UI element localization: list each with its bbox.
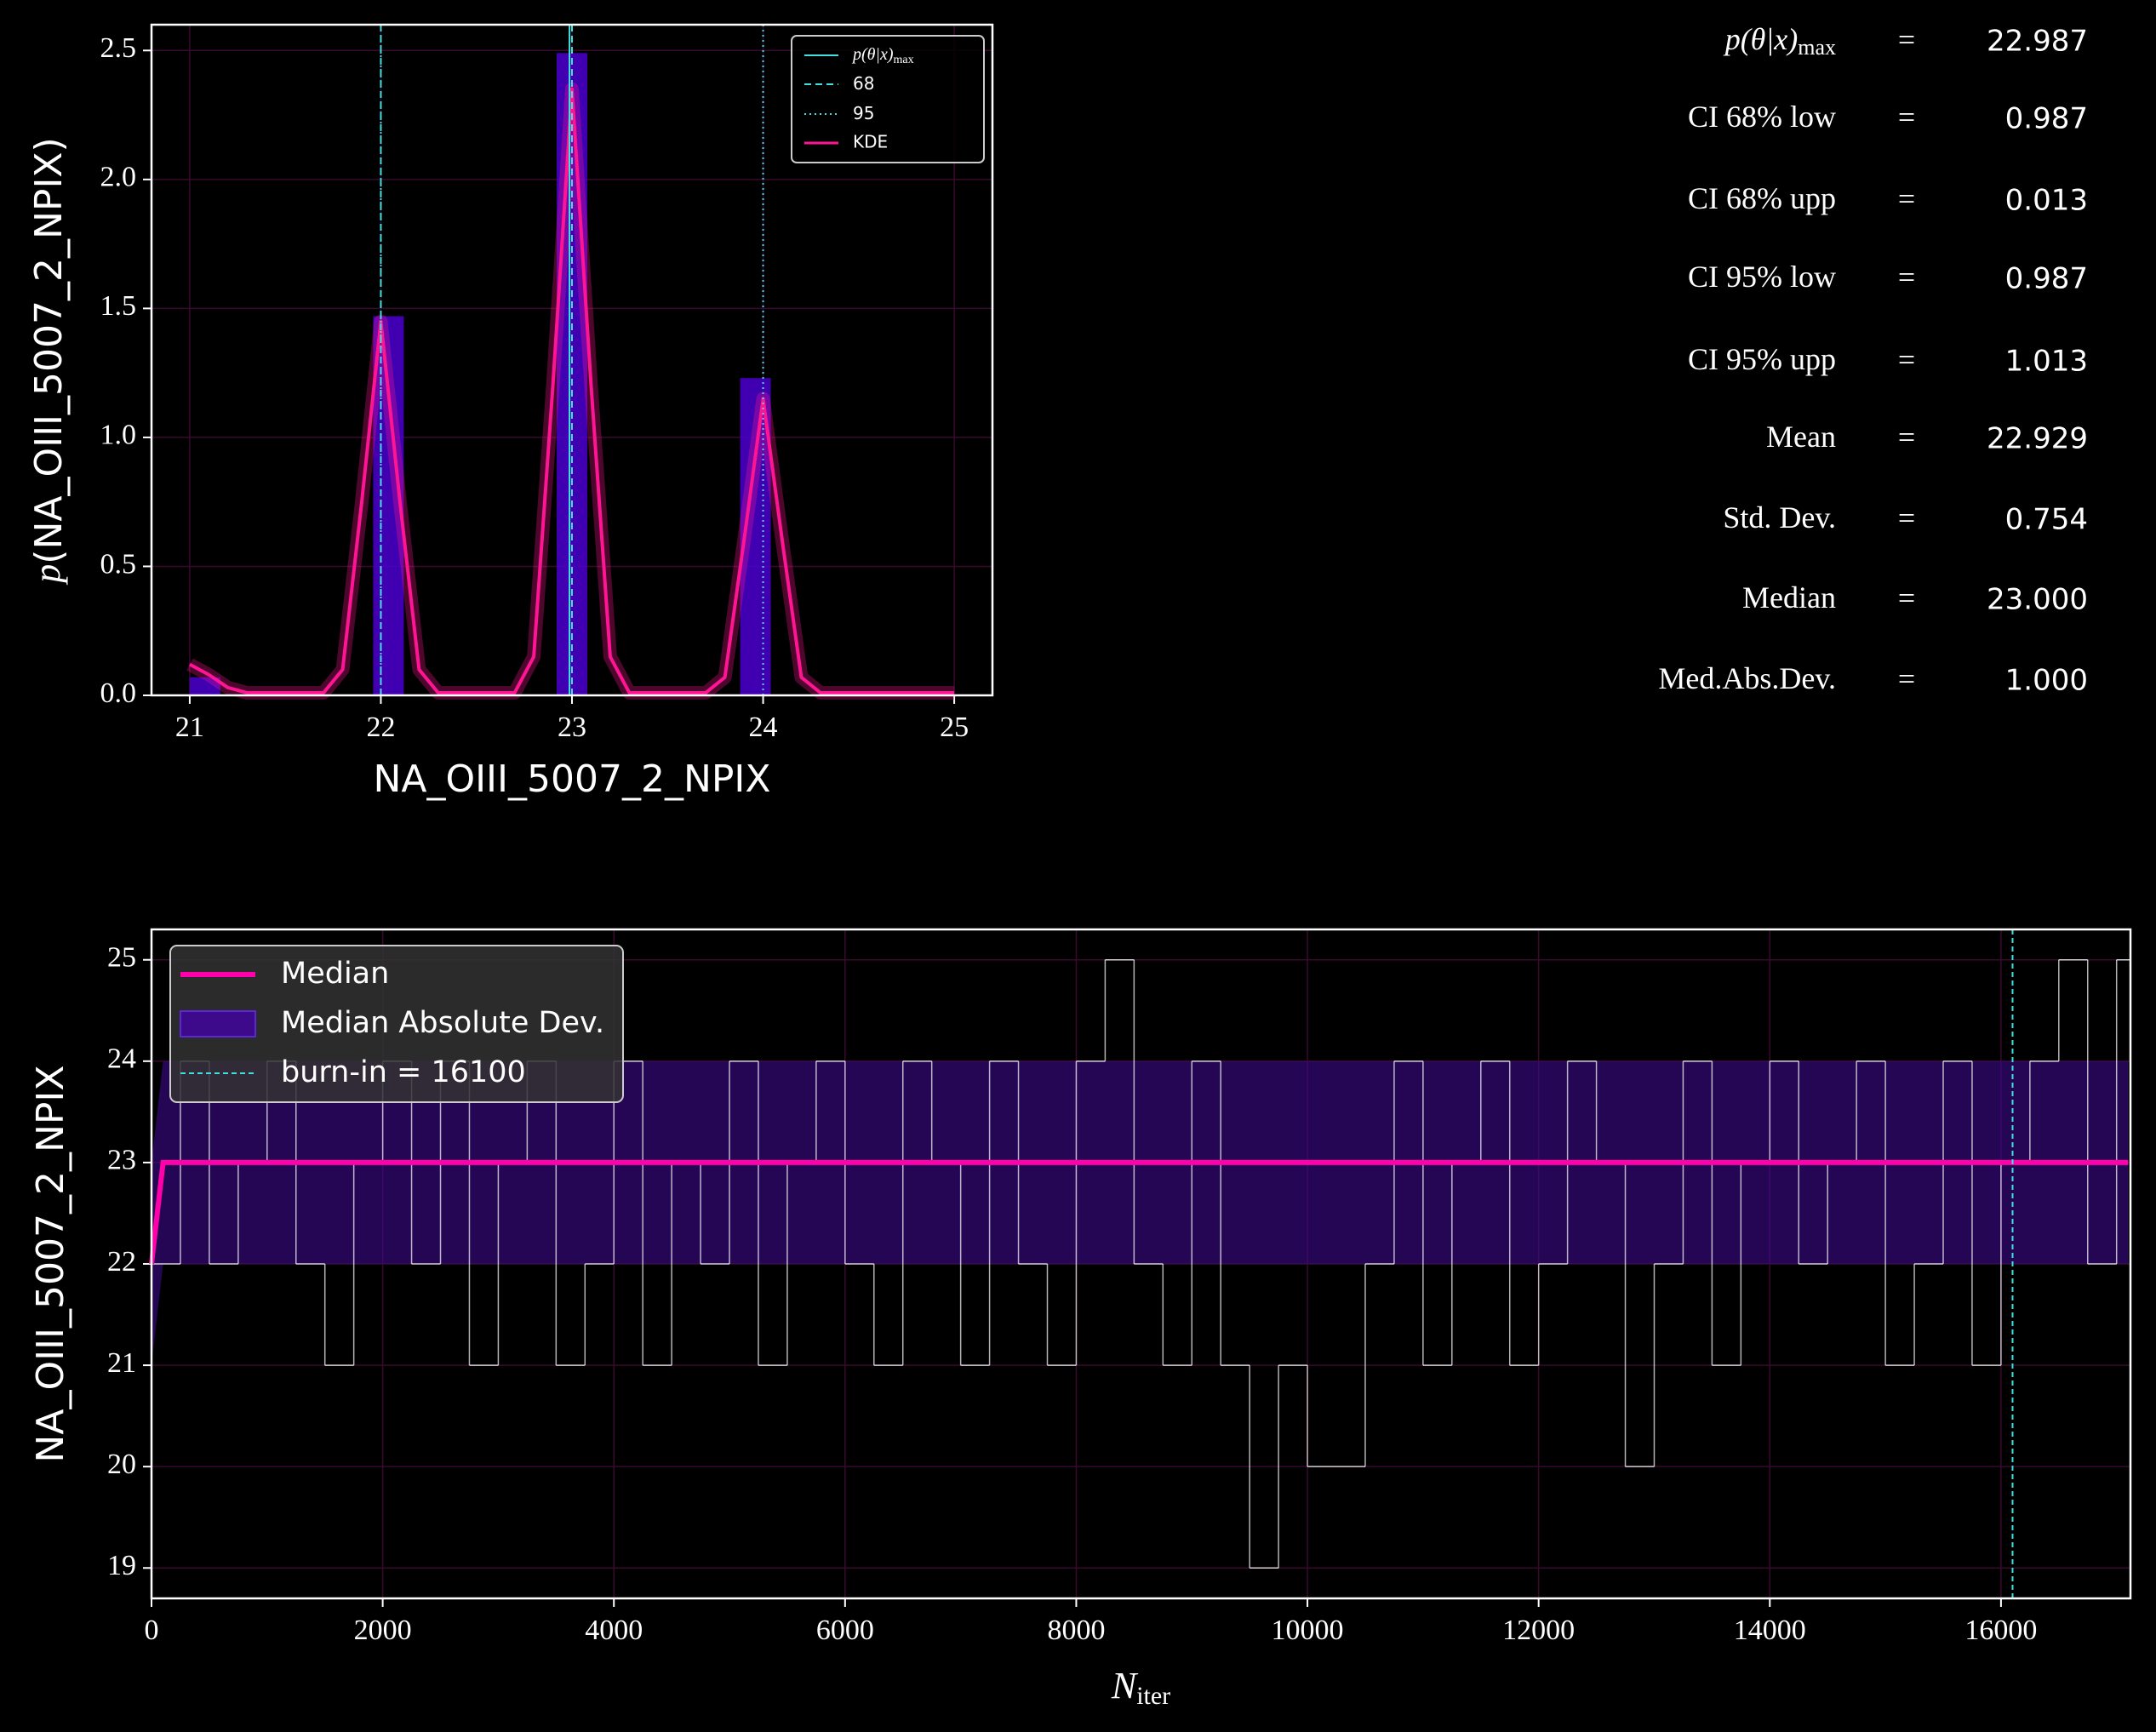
legend-label-text: p(θ|x) — [851, 45, 894, 64]
stat-value: 0.754 — [2005, 503, 2088, 537]
legend-label: 95 — [853, 103, 874, 123]
stat-value: 1.013 — [2005, 345, 2088, 379]
x-tick-label: 22 — [366, 712, 395, 743]
stat-label-text: CI 68% low — [1688, 100, 1836, 134]
legend-label-sub: max — [894, 54, 914, 66]
legend-label: Median Absolute Dev. — [281, 1006, 604, 1040]
stat-equals: = — [1898, 260, 1915, 294]
stat-equals: = — [1898, 181, 1915, 215]
stat-label: CI 95% upp — [1688, 342, 1836, 376]
y-tick-label: 25 — [107, 942, 136, 974]
stat-label-sub: max — [1798, 35, 1836, 60]
legend-label: 68 — [853, 73, 874, 94]
y-axis-label-text: (NA_OIII_5007_2_NPIX) — [27, 137, 71, 563]
y-tick-label: 20 — [107, 1449, 136, 1480]
axes-frame — [150, 928, 2132, 1600]
stat-label-text: Med.Abs.Dev. — [1658, 661, 1836, 695]
x-tick-label: 24 — [749, 712, 778, 743]
legend-label: burn-in = 16100 — [281, 1055, 526, 1089]
y-tick-label: 0.5 — [100, 548, 137, 580]
legend-label-text: 68 — [853, 73, 874, 94]
mad-band — [152, 1060, 2129, 1366]
stat-equals: = — [1898, 661, 1915, 695]
x-tick-label: 4000 — [585, 1615, 643, 1646]
stat-value: 22.987 — [1987, 25, 2088, 59]
x-axis-label: NA_OIII_5007_2_NPIX — [373, 757, 770, 801]
stat-label: CI 68% upp — [1688, 181, 1836, 215]
stat-label: CI 95% low — [1688, 260, 1836, 294]
stat-label-text: Mean — [1766, 420, 1836, 454]
stat-label-text: Std. Dev. — [1723, 500, 1836, 534]
stat-label-text: CI 95% low — [1688, 260, 1836, 294]
stat-value: 0.013 — [2005, 184, 2088, 218]
y-tick-label: 2.0 — [100, 162, 137, 193]
stat-label-text: CI 95% upp — [1688, 342, 1836, 376]
stat-equals: = — [1898, 420, 1915, 454]
stat-value: 0.987 — [2005, 262, 2088, 296]
stat-value: 0.987 — [2005, 102, 2088, 136]
stat-label: Med.Abs.Dev. — [1658, 661, 1836, 695]
legend-label: KDE — [853, 132, 888, 152]
legend-swatch — [180, 1010, 256, 1037]
stat-label: Std. Dev. — [1723, 500, 1836, 534]
legend-label: p(θ|x)max — [851, 45, 914, 67]
stat-value: 23.000 — [1987, 583, 2088, 617]
x-tick-label: 12000 — [1502, 1615, 1575, 1646]
legend-box — [791, 35, 985, 163]
stat-equals: = — [1898, 100, 1915, 134]
legend-label: Median — [281, 957, 389, 991]
x-tick-label: 21 — [175, 712, 204, 743]
y-tick-label: 21 — [107, 1347, 136, 1379]
x-tick-label: 8000 — [1047, 1615, 1105, 1646]
stat-label-text: Median — [1742, 580, 1836, 614]
kde-line — [188, 87, 955, 695]
y-tick-label: 19 — [107, 1550, 136, 1581]
y-tick-label: 24 — [107, 1043, 136, 1075]
y-tick-label: 1.0 — [100, 420, 137, 451]
x-tick-label: 2000 — [354, 1615, 412, 1646]
y-axis-label: p(NA_OIII_5007_2_NPIX) — [26, 137, 71, 585]
stat-equals: = — [1898, 22, 1915, 56]
stat-label-text: CI 68% upp — [1688, 181, 1836, 215]
x-axis-label-sub: iter — [1136, 1682, 1170, 1710]
y-axis-label: NA_OIII_5007_2_NPIX — [29, 1065, 72, 1462]
axes-frame — [150, 23, 994, 697]
x-tick-label: 14000 — [1734, 1615, 1806, 1646]
histogram-bar — [189, 677, 220, 695]
legend-box — [169, 945, 624, 1103]
y-tick-label: 1.5 — [100, 290, 137, 322]
stat-label: p(θ|x)max — [1723, 22, 1836, 60]
x-tick-label: 23 — [558, 712, 586, 743]
stat-label: Mean — [1766, 420, 1836, 454]
stat-equals: = — [1898, 342, 1915, 376]
x-axis-label-text: N — [1111, 1665, 1139, 1706]
stat-label-text: p(θ|x) — [1723, 22, 1799, 56]
x-tick-label: 25 — [940, 712, 969, 743]
y-axis-label-prefix: p — [26, 564, 68, 586]
x-tick-label: 16000 — [1964, 1615, 2037, 1646]
stat-value: 22.929 — [1987, 422, 2088, 456]
y-tick-label: 22 — [107, 1246, 136, 1278]
median-line — [149, 1159, 2129, 1265]
x-tick-label: 6000 — [816, 1615, 874, 1646]
stat-value: 1.000 — [2005, 664, 2088, 698]
legend-label-text: 95 — [853, 103, 874, 123]
x-tick-label: 0 — [145, 1615, 159, 1646]
stat-label: CI 68% low — [1688, 100, 1836, 134]
stat-label: Median — [1742, 580, 1836, 614]
y-tick-label: 23 — [107, 1145, 136, 1176]
y-tick-label: 2.5 — [100, 32, 137, 64]
stat-equals: = — [1898, 580, 1915, 614]
x-axis-label: Niter — [1111, 1665, 1170, 1710]
y-tick-label: 0.0 — [100, 677, 137, 709]
x-tick-label: 10000 — [1272, 1615, 1344, 1646]
stat-equals: = — [1898, 500, 1915, 534]
